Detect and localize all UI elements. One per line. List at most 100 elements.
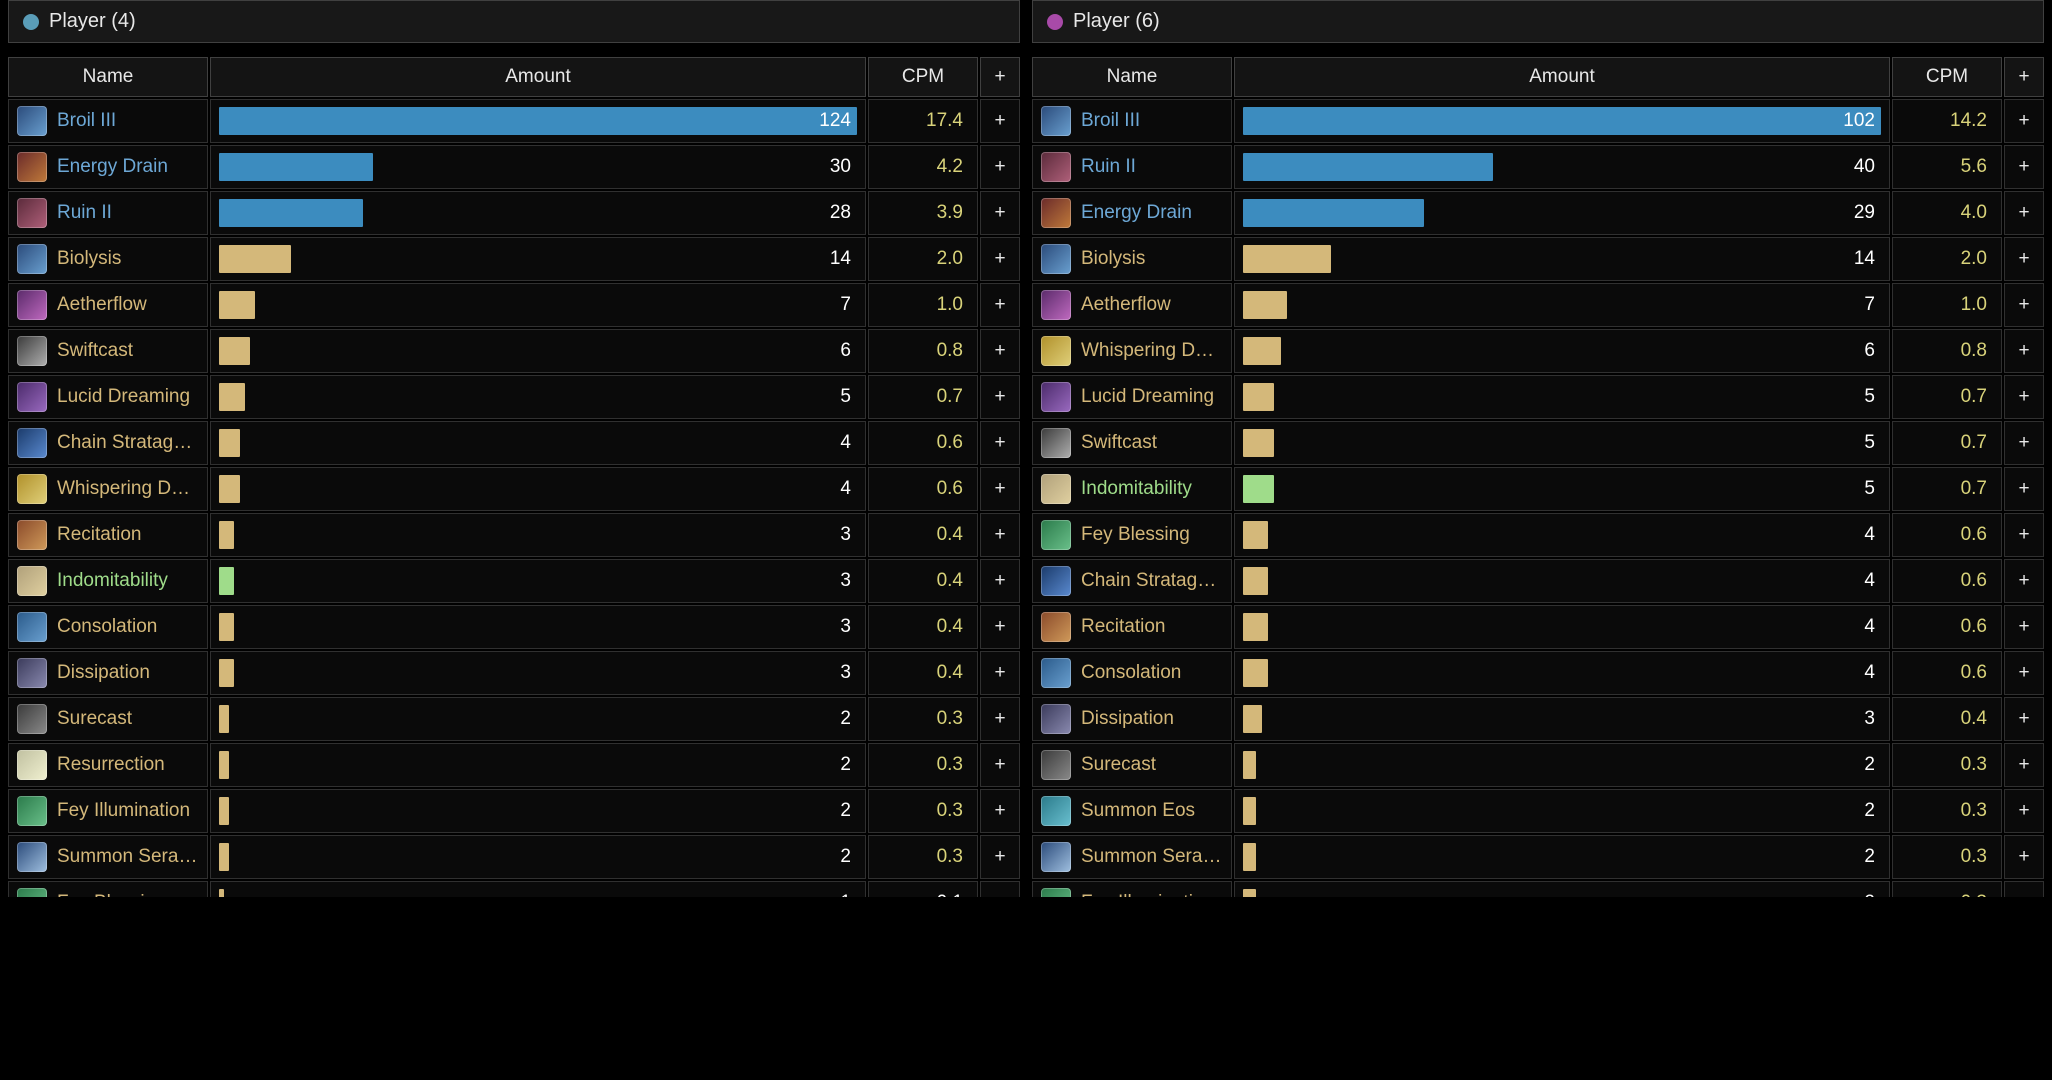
ability-name-cell[interactable]: Aetherflow (1032, 283, 1232, 327)
ability-name-cell[interactable]: Surecast (8, 697, 208, 741)
ability-name-cell[interactable]: Summon Seraph (1032, 835, 1232, 879)
ability-name-cell[interactable]: Consolation (8, 605, 208, 649)
ability-name-cell[interactable]: Swiftcast (8, 329, 208, 373)
expand-button[interactable]: + (980, 237, 1020, 281)
expand-button[interactable]: + (980, 789, 1020, 833)
col-amount[interactable]: Amount (1234, 57, 1890, 97)
expand-button[interactable]: + (2004, 835, 2044, 879)
ability-name-cell[interactable]: Fey Illumination (1032, 881, 1232, 897)
ability-name-cell[interactable]: Broil III (1032, 99, 1232, 143)
ability-name-cell[interactable]: Dissipation (8, 651, 208, 695)
ability-name-cell[interactable]: Dissipation (1032, 697, 1232, 741)
expand-button[interactable]: + (2004, 421, 2044, 465)
expand-button[interactable]: + (2004, 605, 2044, 649)
expand-button[interactable]: + (2004, 99, 2044, 143)
ability-icon (1041, 244, 1071, 274)
ability-name-label: Energy Drain (1081, 202, 1192, 224)
expand-button[interactable]: + (2004, 881, 2044, 897)
ability-name-cell[interactable]: Energy Drain (8, 145, 208, 189)
ability-name-cell[interactable]: Chain Stratagem (8, 421, 208, 465)
expand-button[interactable]: + (980, 743, 1020, 787)
ability-name-cell[interactable]: Aetherflow (8, 283, 208, 327)
amount-value: 102 (1843, 110, 1875, 132)
col-amount[interactable]: Amount (210, 57, 866, 97)
ability-name-cell[interactable]: Swiftcast (1032, 421, 1232, 465)
expand-button[interactable]: + (980, 605, 1020, 649)
ability-name-cell[interactable]: Chain Stratagem (1032, 559, 1232, 603)
ability-name-cell[interactable]: Consolation (1032, 651, 1232, 695)
ability-name-cell[interactable]: Fey Illumination (8, 789, 208, 833)
expand-button[interactable]: + (2004, 375, 2044, 419)
ability-name-cell[interactable]: Summon Seraph (8, 835, 208, 879)
ability-name-cell[interactable]: Summon Eos (1032, 789, 1232, 833)
col-name[interactable]: Name (1032, 57, 1232, 97)
ability-name-cell[interactable]: Broil III (8, 99, 208, 143)
ability-name-cell[interactable]: Biolysis (1032, 237, 1232, 281)
ability-name-cell[interactable]: Whispering Dawn (1032, 329, 1232, 373)
expand-button[interactable]: + (2004, 329, 2044, 373)
ability-name-cell[interactable]: Resurrection (8, 743, 208, 787)
expand-button[interactable]: + (980, 467, 1020, 511)
expand-button[interactable]: + (2004, 191, 2044, 235)
table-body: Broil III10214.2+Ruin II405.6+Energy Dra… (1032, 99, 2044, 897)
expand-button[interactable]: + (2004, 789, 2044, 833)
expand-button[interactable]: + (2004, 743, 2044, 787)
amount-bar (219, 613, 234, 641)
ability-name-cell[interactable]: Ruin II (1032, 145, 1232, 189)
ability-name-cell[interactable]: Ruin II (8, 191, 208, 235)
expand-button[interactable]: + (980, 559, 1020, 603)
expand-button[interactable]: + (980, 283, 1020, 327)
expand-button[interactable]: + (2004, 651, 2044, 695)
ability-name-cell[interactable]: Recitation (1032, 605, 1232, 649)
expand-button[interactable]: + (980, 375, 1020, 419)
col-expand[interactable]: + (2004, 57, 2044, 97)
col-cpm[interactable]: CPM (1892, 57, 2002, 97)
ability-name-cell[interactable]: Energy Drain (1032, 191, 1232, 235)
col-name[interactable]: Name (8, 57, 208, 97)
ability-icon (1041, 704, 1071, 734)
amount-cell: 5 (1234, 421, 1890, 465)
expand-button[interactable]: + (2004, 559, 2044, 603)
table-body: Broil III12417.4+Energy Drain304.2+Ruin … (8, 99, 1020, 897)
panel-header: Player (4) (8, 0, 1020, 43)
expand-button[interactable]: + (2004, 467, 2044, 511)
expand-button[interactable]: + (980, 835, 1020, 879)
expand-button[interactable]: + (980, 191, 1020, 235)
amount-cell: 4 (1234, 605, 1890, 649)
expand-button[interactable]: + (980, 651, 1020, 695)
expand-button[interactable]: + (980, 99, 1020, 143)
cpm-cell: 0.3 (1892, 743, 2002, 787)
col-expand[interactable]: + (980, 57, 1020, 97)
ability-name-cell[interactable]: Recitation (8, 513, 208, 557)
expand-button[interactable]: + (980, 145, 1020, 189)
expand-button[interactable]: + (980, 329, 1020, 373)
amount-value: 3 (1864, 708, 1875, 730)
amount-bar (1243, 199, 1424, 227)
ability-name-cell[interactable]: Fey Blessing (1032, 513, 1232, 557)
amount-bar (219, 751, 229, 779)
expand-button[interactable]: + (2004, 237, 2044, 281)
amount-bar (219, 153, 373, 181)
expand-button[interactable]: + (980, 513, 1020, 557)
expand-button[interactable]: + (980, 881, 1020, 897)
cpm-cell: 0.3 (868, 743, 978, 787)
ability-name-cell[interactable]: Indomitability (8, 559, 208, 603)
cpm-cell: 0.3 (1892, 835, 2002, 879)
cpm-cell: 0.8 (1892, 329, 2002, 373)
amount-value: 40 (1854, 156, 1875, 178)
ability-name-cell[interactable]: Lucid Dreaming (1032, 375, 1232, 419)
ability-name-cell[interactable]: Indomitability (1032, 467, 1232, 511)
ability-name-cell[interactable]: Biolysis (8, 237, 208, 281)
expand-button[interactable]: + (2004, 283, 2044, 327)
col-cpm[interactable]: CPM (868, 57, 978, 97)
ability-name-cell[interactable]: Lucid Dreaming (8, 375, 208, 419)
expand-button[interactable]: + (980, 697, 1020, 741)
ability-name-cell[interactable]: Fey Blessing (8, 881, 208, 897)
ability-name-label: Lucid Dreaming (1081, 386, 1214, 408)
expand-button[interactable]: + (2004, 697, 2044, 741)
expand-button[interactable]: + (980, 421, 1020, 465)
expand-button[interactable]: + (2004, 145, 2044, 189)
expand-button[interactable]: + (2004, 513, 2044, 557)
ability-name-cell[interactable]: Whispering Dawn (8, 467, 208, 511)
ability-name-cell[interactable]: Surecast (1032, 743, 1232, 787)
